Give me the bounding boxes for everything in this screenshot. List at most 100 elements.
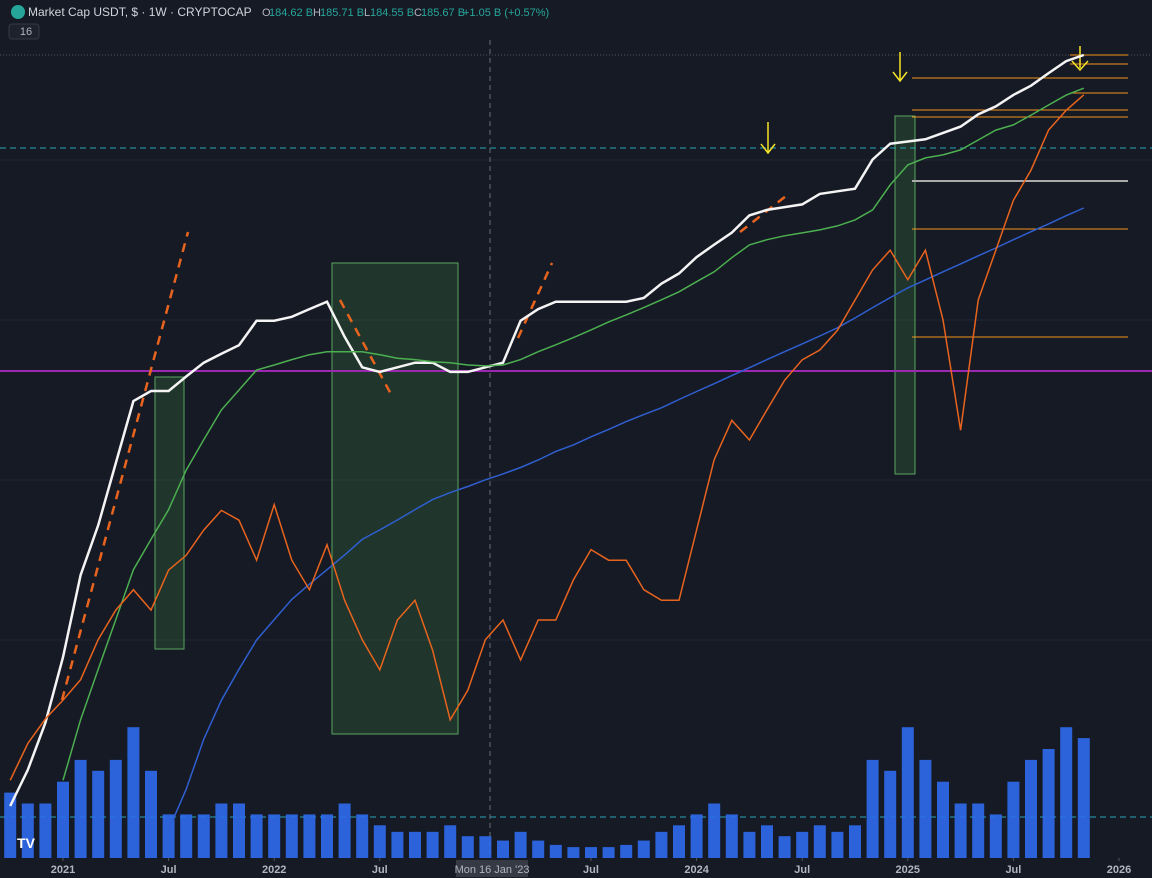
volume-bar [532, 840, 545, 858]
arrows [760, 46, 1089, 155]
badge-text[interactable]: 16 [20, 26, 32, 38]
badge[interactable] [8, 23, 40, 40]
volume-bar [409, 831, 421, 858]
volume-bar [109, 759, 122, 858]
x-tick-label: Jul [372, 864, 388, 876]
volume-bar [303, 814, 316, 858]
volume-bar [233, 803, 245, 858]
close: 185.67 B [421, 7, 465, 19]
volume-bar [620, 844, 633, 858]
volume-bar [743, 831, 756, 858]
x-tick-label: Jul [1005, 864, 1021, 876]
volume-bar [21, 803, 34, 858]
highlight-box [331, 262, 459, 735]
volume-bar [479, 836, 492, 858]
x-tick-label: Jul [161, 864, 177, 876]
volume-bar [884, 770, 897, 858]
volume-bar [57, 781, 69, 858]
volume-bar [461, 836, 474, 858]
volume-bar [796, 831, 809, 858]
highlight-box [894, 115, 916, 475]
volume-bar [567, 847, 580, 858]
volume-bar [74, 759, 87, 858]
volume-bar [514, 831, 527, 858]
volume-bar [813, 825, 826, 858]
open: 184.62 B [269, 7, 313, 19]
volume-bar [690, 814, 703, 858]
volume-bar [761, 825, 773, 858]
volume-bar [778, 836, 791, 858]
volume-bar [989, 814, 1002, 858]
volume-bar [285, 814, 298, 858]
volume-bar [321, 814, 333, 858]
volume-bar [39, 803, 52, 858]
volume-bar [972, 803, 985, 858]
volume-bar [4, 792, 17, 858]
volume-bar [497, 840, 509, 858]
x-tick-label: Jul [794, 864, 810, 876]
volume-bar [426, 831, 439, 858]
symbol-icon [11, 5, 25, 19]
x-tick-label: 2026 [1107, 864, 1131, 876]
volume-bar [585, 847, 597, 858]
volume-bar [197, 814, 210, 858]
open-label: O [262, 7, 271, 19]
volume-bar [268, 814, 281, 858]
volume-bar [602, 847, 615, 858]
symbol: Market Cap USDT, $ · 1W · CRYPTOCAP [28, 5, 252, 19]
fib-levels [912, 54, 1128, 338]
volume-bar [831, 831, 844, 858]
volume-bar [1025, 759, 1037, 858]
volume-bar [373, 825, 386, 858]
volume-bar [954, 803, 967, 858]
x-tick-label: 2022 [262, 864, 286, 876]
volume-bar [866, 759, 879, 858]
crosshair-label-box [456, 860, 528, 877]
low-label: L [364, 7, 370, 19]
grid [0, 159, 1152, 641]
volume-bar [673, 825, 685, 858]
volume-bar [127, 727, 140, 858]
volume-bar [1060, 727, 1073, 858]
close-label: C [414, 7, 422, 19]
volume-bar [708, 803, 721, 858]
volume-bar [1042, 749, 1055, 858]
x-tick-label: 2021 [51, 864, 75, 876]
x-tick-label: 2025 [896, 864, 920, 876]
projection [60, 195, 787, 701]
volume-bar [901, 727, 914, 858]
logo: TV [17, 835, 36, 851]
volume-bar [145, 770, 157, 858]
x-axis [0, 858, 1152, 878]
series-line [9, 94, 1085, 781]
x-tick-label: 2024 [684, 864, 709, 876]
volume-bar [356, 814, 369, 858]
series-line [9, 53, 1085, 807]
volume-bar [338, 803, 351, 858]
volume-bar [655, 831, 668, 858]
volume-bar [849, 825, 861, 858]
volume-bar [444, 825, 457, 858]
change: +1.05 B (+0.57%) [463, 7, 549, 19]
volume-bar [162, 814, 175, 858]
volume-bar [215, 803, 228, 858]
crosshair-label: Mon 16 Jan '23 [455, 864, 530, 876]
volume-bar [919, 759, 932, 858]
series-line [62, 87, 1085, 781]
volume-bar [637, 840, 650, 858]
volume-bar [391, 831, 404, 858]
volume-bar [549, 844, 562, 858]
highlight-box [154, 376, 185, 650]
volume-bar [180, 814, 193, 858]
high-label: H [313, 7, 321, 19]
volume-bar [250, 814, 263, 858]
volume-bar [937, 781, 949, 858]
volume-bar [725, 814, 738, 858]
low: 184.55 B [370, 7, 414, 19]
volume-bar [1007, 781, 1020, 858]
volume-bar [1077, 738, 1090, 858]
volume-bar [92, 770, 105, 858]
high: 185.71 B [320, 7, 364, 19]
